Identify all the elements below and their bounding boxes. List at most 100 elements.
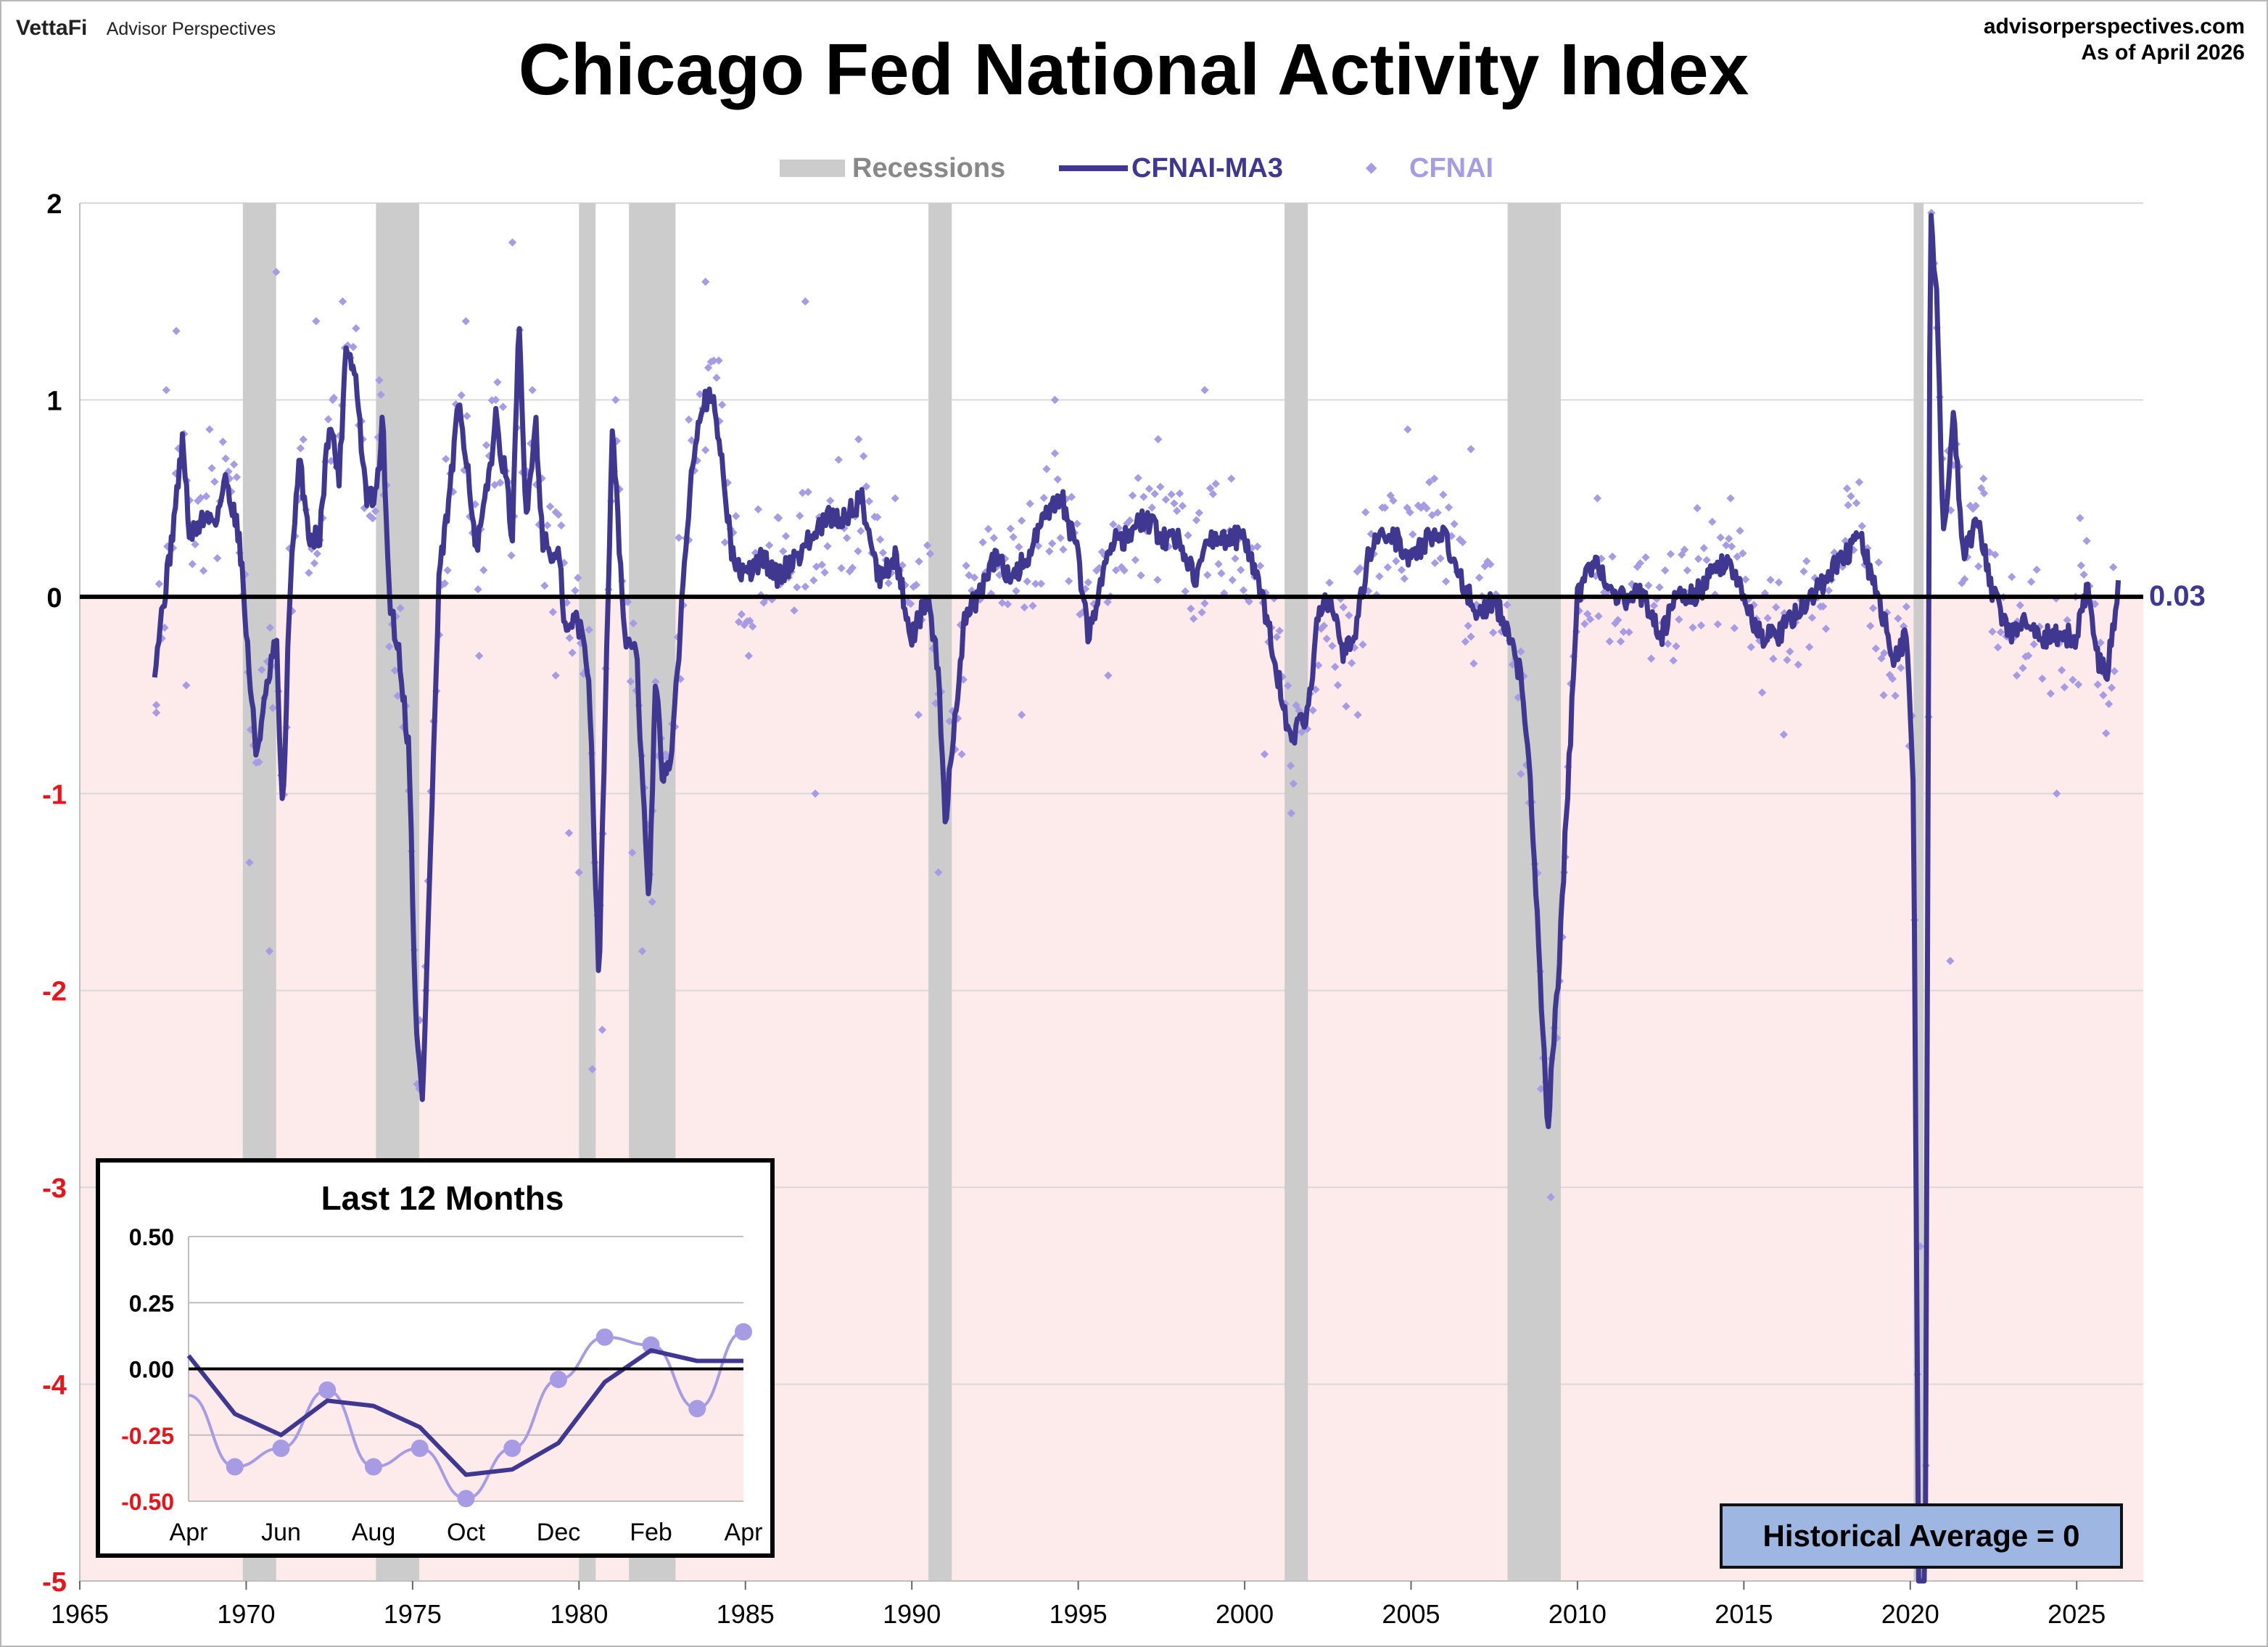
- inset-cfnai-point: [550, 1371, 567, 1389]
- cfnai-point: [1608, 552, 1617, 561]
- cfnai-point: [2074, 680, 2083, 689]
- cfnai-point: [1308, 706, 1317, 715]
- cfnai-point: [1649, 601, 1659, 610]
- as-of-date: As of April 2026: [2081, 41, 2245, 65]
- cfnai-point: [568, 648, 577, 657]
- cfnai-point: [442, 455, 450, 463]
- cfnai-point: [268, 703, 277, 712]
- cfnai-ma3-line: [152, 212, 2121, 1584]
- cfnai-point: [1475, 573, 1484, 582]
- cfnai-point: [210, 477, 219, 486]
- cfnai-point: [1064, 577, 1073, 585]
- cfnai-point: [1342, 702, 1351, 711]
- cfnai-point: [1031, 579, 1040, 588]
- recession-band: [928, 203, 952, 1581]
- cfnai-point: [1450, 519, 1459, 529]
- cfnai-point: [588, 1065, 597, 1073]
- cfnai-point: [878, 548, 888, 557]
- cfnai-point: [1716, 533, 1725, 542]
- cfnai-point: [714, 356, 723, 365]
- cfnai-point: [1802, 557, 1811, 566]
- x-tick-label: 2025: [2048, 1599, 2106, 1629]
- cfnai-point: [651, 677, 660, 686]
- y-tick-label: -4: [42, 1371, 67, 1401]
- x-tick-label: 2010: [1549, 1599, 1607, 1629]
- cfnai-point: [790, 606, 799, 615]
- cfnai-point: [574, 868, 583, 877]
- cfnai-point: [1073, 519, 1081, 528]
- cfnai-point: [826, 496, 835, 505]
- cfnai-point: [978, 538, 987, 547]
- cfnai-point: [2038, 674, 2047, 683]
- cfnai-point: [1517, 647, 1525, 656]
- cfnai-point: [1211, 479, 1220, 488]
- cfnai-point: [1036, 579, 1046, 588]
- cfnai-point: [891, 494, 899, 503]
- historical-average-label: Historical Average = 0: [1763, 1519, 2080, 1553]
- cfnai-point: [548, 608, 558, 616]
- inset-y-tick-label: -0.25: [121, 1423, 174, 1449]
- inset-x-tick-label: Dec: [537, 1519, 580, 1546]
- cfnai-point: [1436, 554, 1445, 563]
- legend-label-cfnai: CFNAI: [1409, 153, 1493, 183]
- cfnai-point: [675, 533, 683, 542]
- cfnai-point: [443, 566, 452, 575]
- cfnai-point: [598, 1025, 607, 1034]
- cfnai-point: [1239, 586, 1248, 595]
- cfnai-point: [823, 542, 832, 550]
- cfnai-point: [1203, 571, 1212, 579]
- cfnai-point: [809, 576, 818, 585]
- recession-band: [1284, 203, 1308, 1581]
- cfnai-point: [474, 651, 484, 660]
- cfnai-point: [1167, 490, 1176, 499]
- cfnai-point: [188, 560, 197, 569]
- cfnai-point: [1145, 484, 1154, 493]
- cfnai-point: [1583, 609, 1592, 619]
- cfnai-point: [1663, 640, 1673, 648]
- cfnai-point: [1897, 664, 1905, 672]
- cfnai-point: [1739, 549, 1747, 558]
- cfnai-point: [305, 569, 313, 577]
- cfnai-point: [2079, 570, 2088, 579]
- cfnai-point: [1821, 624, 1831, 633]
- cfnai-point: [1137, 571, 1145, 580]
- inset-last-12-months: Last 12 Months 0.50 0.25 0.00 -0.25 -0.50 Apr J…: [96, 1158, 775, 1558]
- cfnai-point: [1536, 1084, 1546, 1094]
- cfnai-point: [685, 415, 693, 424]
- cfnai-point: [1245, 597, 1253, 606]
- cfnai-point: [1580, 619, 1589, 628]
- cfnai-point: [984, 524, 993, 534]
- y-tick-label: -2: [42, 977, 67, 1007]
- cfnai-point: [704, 363, 713, 372]
- cfnai-point: [701, 277, 710, 286]
- cfnai-point: [628, 849, 637, 857]
- legend-label-recessions: Recessions: [852, 153, 1005, 183]
- cfnai-point: [1974, 562, 1983, 571]
- brand-sub: Advisor Perspectives: [106, 19, 276, 39]
- cfnai-point: [732, 511, 741, 521]
- cfnai-point: [744, 651, 753, 660]
- cfnai-point: [1641, 553, 1650, 562]
- cfnai-point: [2082, 537, 2091, 545]
- brand-logo: VettaFi Advisor Perspectives: [16, 16, 276, 41]
- cfnai-point: [1594, 611, 1603, 621]
- cfnai-point: [1702, 556, 1711, 564]
- cfnai-point: [1154, 435, 1163, 444]
- cfnai-point: [191, 540, 199, 549]
- cfnai-point: [914, 711, 923, 719]
- cfnai-point: [1050, 395, 1060, 405]
- cfnai-point: [701, 445, 710, 455]
- cfnai-point: [2026, 577, 2036, 586]
- cfnai-point: [349, 342, 358, 352]
- cfnai-point: [623, 598, 632, 606]
- cfnai-point: [1605, 637, 1614, 646]
- cfnai-point: [545, 502, 555, 511]
- cfnai-point: [162, 386, 170, 395]
- cfnai-point: [554, 511, 563, 519]
- cfnai-point: [1200, 599, 1209, 608]
- cfnai-point: [746, 616, 754, 625]
- cfnai-point: [1314, 661, 1323, 670]
- cfnai-point: [2057, 666, 2066, 674]
- cfnai-point: [229, 460, 239, 469]
